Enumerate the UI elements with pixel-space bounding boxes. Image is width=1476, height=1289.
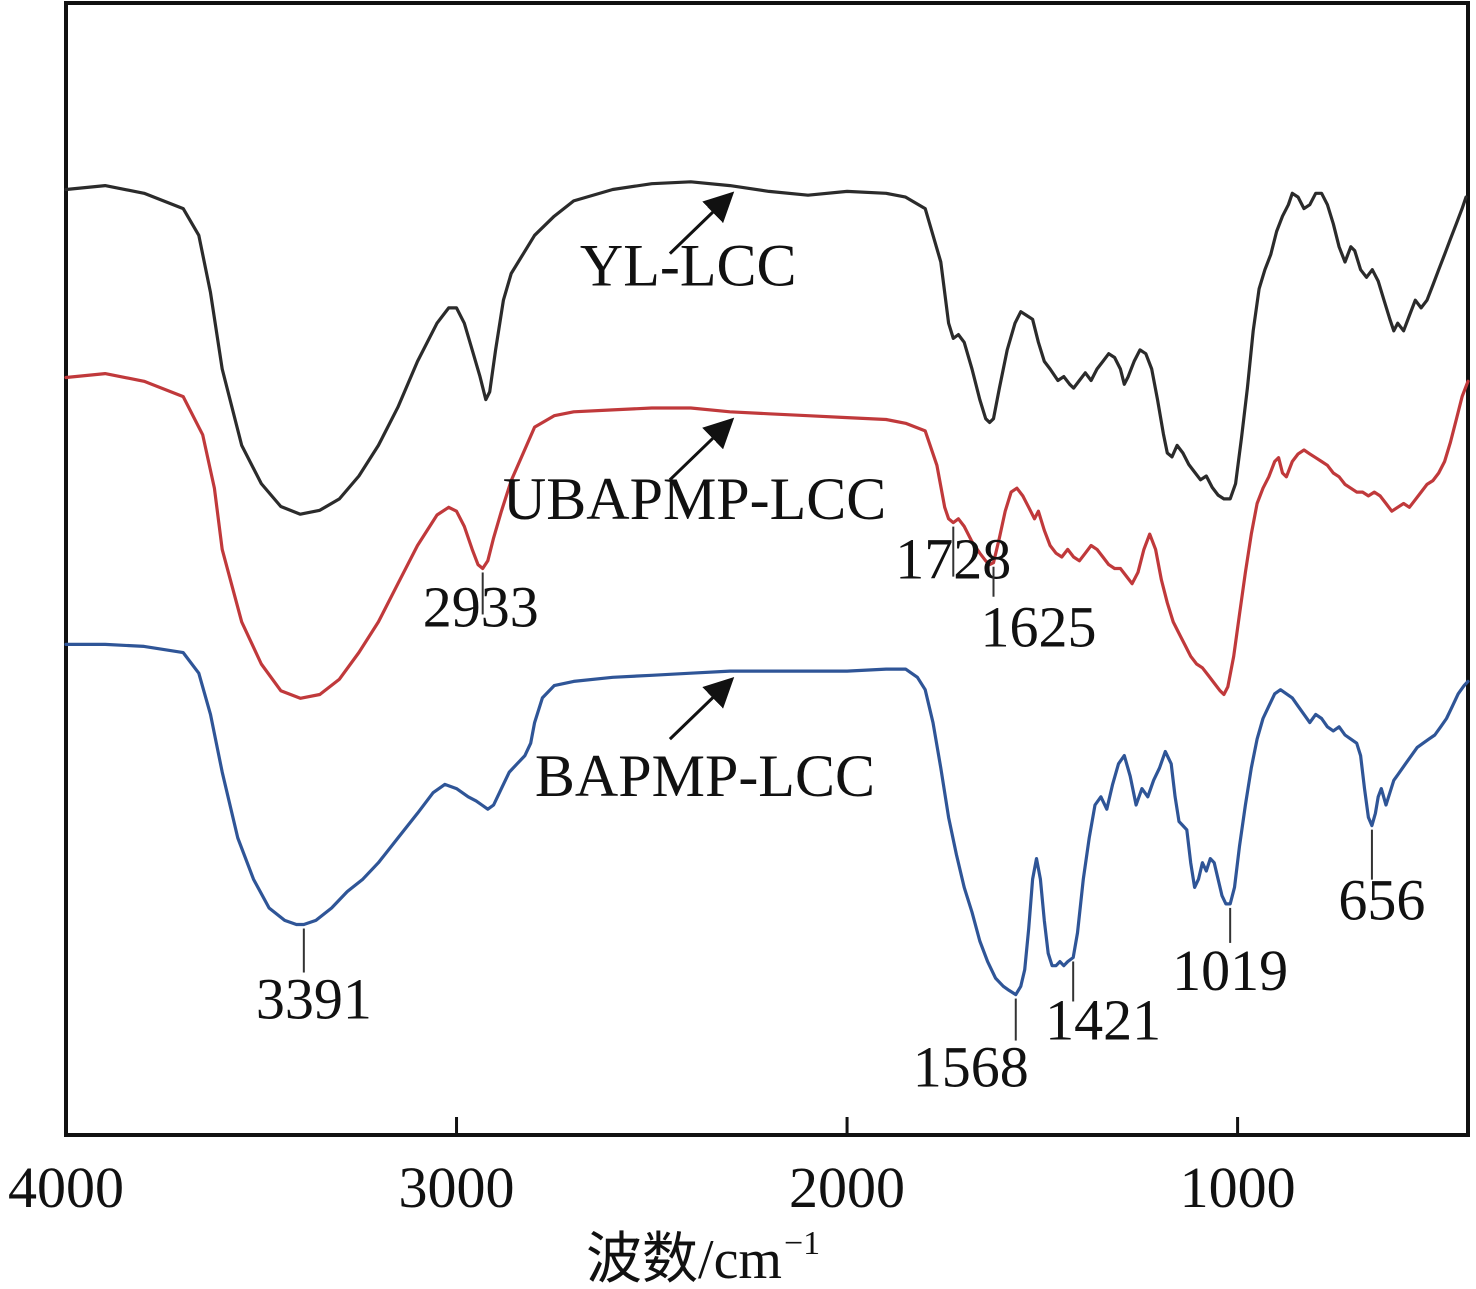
peak-label: 1625 [981,595,1097,660]
peak-label: 656 [1338,868,1425,933]
x-axis-label-superscript: −1 [784,1225,820,1262]
curve-label-arrow [668,191,735,255]
peak-label: 1568 [913,1035,1029,1100]
x-tick-label: 3000 [399,1155,515,1220]
curve-label: YL-LCC [580,233,797,299]
x-tick-label: 2000 [789,1155,905,1220]
peak-label: 1421 [1045,987,1161,1052]
peak-label: 1019 [1172,938,1288,1003]
curve-label-arrow [668,676,735,741]
peak-label: 2933 [423,574,539,639]
curve-label-arrow [668,417,735,481]
x-tick-label: 4000 [8,1155,124,1220]
x-axis-label: 波数/cm [586,1229,782,1289]
peak-label: 3391 [256,967,372,1032]
x-tick-label: 1000 [1180,1155,1296,1220]
series-layer [64,180,1470,997]
curve-label: BAPMP-LCC [535,743,875,809]
curve-label: UBAPMP-LCC [503,466,886,532]
series-line-ubapmp-lcc [64,372,1470,700]
series-line-bapmp-lcc [64,642,1470,997]
series-line-yl-lcc [64,180,1468,516]
peak-label: 1728 [895,527,1011,592]
plot-frame [64,1,1470,1137]
x-axis-ticks: 4000 3000 2000 1000 [8,1117,1296,1220]
